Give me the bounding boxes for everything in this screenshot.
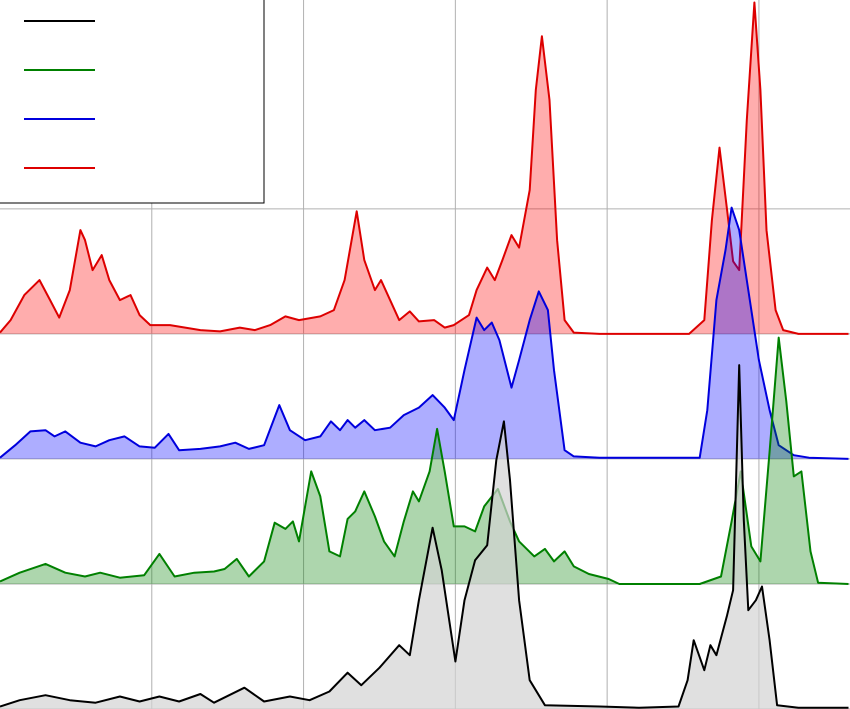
legend: [0, 0, 265, 204]
ridge-line: [0, 1, 849, 335]
ridge-area: [0, 207, 849, 459]
ridge-line: [0, 364, 849, 709]
ridge-area: [0, 337, 849, 584]
ridge-line: [0, 206, 849, 460]
ridge-area: [0, 365, 849, 709]
ridge-area: [0, 2, 849, 334]
legend-box: [0, 0, 265, 204]
